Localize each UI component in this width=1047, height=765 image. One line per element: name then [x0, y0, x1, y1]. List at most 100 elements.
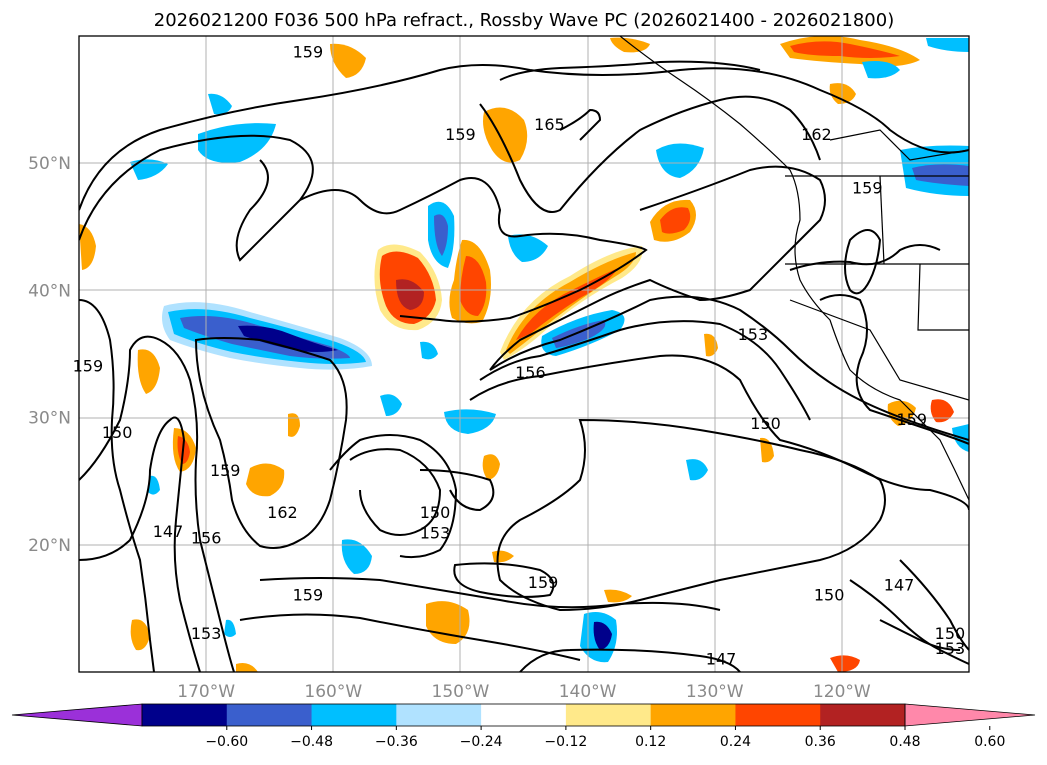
colorbar-tick-label: −0.48: [290, 734, 333, 750]
contour-label: 159: [293, 43, 324, 62]
anomaly-negative: [341, 539, 372, 574]
contour-line: [419, 469, 495, 512]
lon-tick-label: 160°W: [304, 682, 362, 702]
anomaly-negative: [686, 459, 708, 481]
contour-line: [479, 320, 811, 421]
map-frame: [78, 35, 970, 673]
border-line: [829, 129, 969, 161]
contour-line: [879, 619, 961, 651]
contour-line: [559, 108, 602, 141]
anomaly-positive: [610, 37, 650, 53]
colorbar-segment: [142, 704, 228, 726]
contour-line: [819, 294, 969, 445]
contour-label: 159: [210, 461, 241, 480]
contour-line: [453, 562, 555, 598]
colorbar-segment: [396, 704, 482, 726]
contour-line: [899, 559, 969, 651]
colorbar-tick-label: 0.60: [974, 734, 1005, 750]
anomaly-negative: [508, 234, 548, 262]
anomaly-positive: [604, 589, 632, 603]
colorbar-extend-low: [11, 703, 143, 727]
contour-label: 153: [738, 325, 769, 344]
colorbar-tick-label: 0.36: [805, 734, 836, 750]
contour-label: 153: [935, 639, 966, 658]
contour-line: [489, 295, 969, 441]
contour-line: [849, 579, 969, 665]
contour-label: 159: [445, 125, 476, 144]
anomaly-negative: [434, 214, 448, 256]
border-line: [917, 263, 969, 331]
anomaly-negative: [208, 93, 232, 115]
contour-line: [79, 416, 201, 672]
lon-tick-label: 140°W: [559, 682, 617, 702]
colorbar-extend-high: [904, 703, 1036, 727]
contour-label: 153: [191, 624, 222, 643]
contour-label: 162: [801, 125, 832, 144]
colorbar-tick-label: 0.24: [720, 734, 751, 750]
lon-tick-label: 150°W: [432, 682, 490, 702]
border-line: [789, 299, 969, 401]
anomaly-positive: [137, 349, 160, 394]
contour-line: [479, 95, 821, 213]
contour-label: 150: [420, 503, 451, 522]
anomaly-positive: [482, 454, 500, 480]
contour-label: 159: [852, 179, 883, 198]
contour-label: 150: [935, 624, 966, 643]
lon-tick-label: 170°W: [177, 682, 235, 702]
anomaly-positive: [483, 107, 528, 163]
colorbar-tick-label: −0.60: [205, 734, 248, 750]
contour-line: [789, 244, 941, 271]
anomaly-negative: [380, 394, 402, 416]
anomaly-negative: [420, 341, 438, 360]
longitude-labels: 170°W 160°W 150°W 140°W 130°W 120°W: [177, 682, 871, 702]
anomaly-positive: [79, 224, 96, 270]
anomaly-negative: [130, 159, 168, 180]
contour-labels: 159 159 165 162 159 153 156 150 159 159 150 159 162 1…: [73, 43, 966, 669]
contour-label: 162: [267, 503, 298, 522]
contour-label: 150: [814, 586, 845, 605]
colorbar-outline: [141, 703, 906, 727]
border-line: [879, 175, 885, 265]
contour-line: [259, 577, 721, 611]
contour-line: [844, 229, 882, 295]
colorbar-segment: [311, 704, 397, 726]
contour-label: 156: [515, 363, 546, 382]
lat-tick-label: 50°N: [28, 154, 71, 174]
anomaly-negative: [238, 325, 338, 352]
contour-label: 159: [528, 573, 559, 592]
contour-label: 159: [897, 410, 928, 429]
contour-line: [499, 60, 761, 81]
anomaly-negative: [224, 619, 236, 637]
contour-label: 147: [153, 522, 184, 541]
contour-line: [79, 335, 235, 672]
contour-label: 147: [884, 576, 915, 595]
figure-title: 2026021200 F036 500 hPa refract., Rossby…: [154, 10, 895, 31]
anomaly-positive: [930, 399, 954, 423]
anomaly-positive: [330, 43, 366, 78]
colorbar-segment: [226, 704, 313, 726]
anomaly-positive: [396, 279, 424, 310]
anomaly-positive: [246, 463, 285, 497]
contour-line: [79, 299, 155, 672]
anomaly-negative: [862, 61, 900, 79]
contour-line: [329, 434, 458, 559]
colorbar-tick-label: 0.12: [635, 734, 666, 750]
colorbar-segment: [820, 704, 906, 726]
anomaly-negative: [926, 38, 969, 52]
contour-label: 159: [293, 586, 324, 605]
contour-line: [349, 448, 442, 536]
contour-line: [239, 613, 581, 661]
height-contours: [79, 60, 969, 672]
lon-tick-label: 120°W: [813, 682, 871, 702]
lat-tick-label: 40°N: [28, 281, 71, 301]
contour-label: 150: [750, 414, 781, 433]
lon-tick-label: 130°W: [686, 682, 744, 702]
anomaly-negative: [444, 409, 496, 434]
lat-tick-label: 30°N: [28, 409, 71, 429]
colorbar-tick-label: 0.48: [889, 734, 920, 750]
anomaly-negative: [593, 621, 612, 650]
contour-line: [299, 177, 648, 323]
contour-line: [469, 354, 969, 511]
colorbar-tick-label: −0.24: [460, 734, 503, 750]
